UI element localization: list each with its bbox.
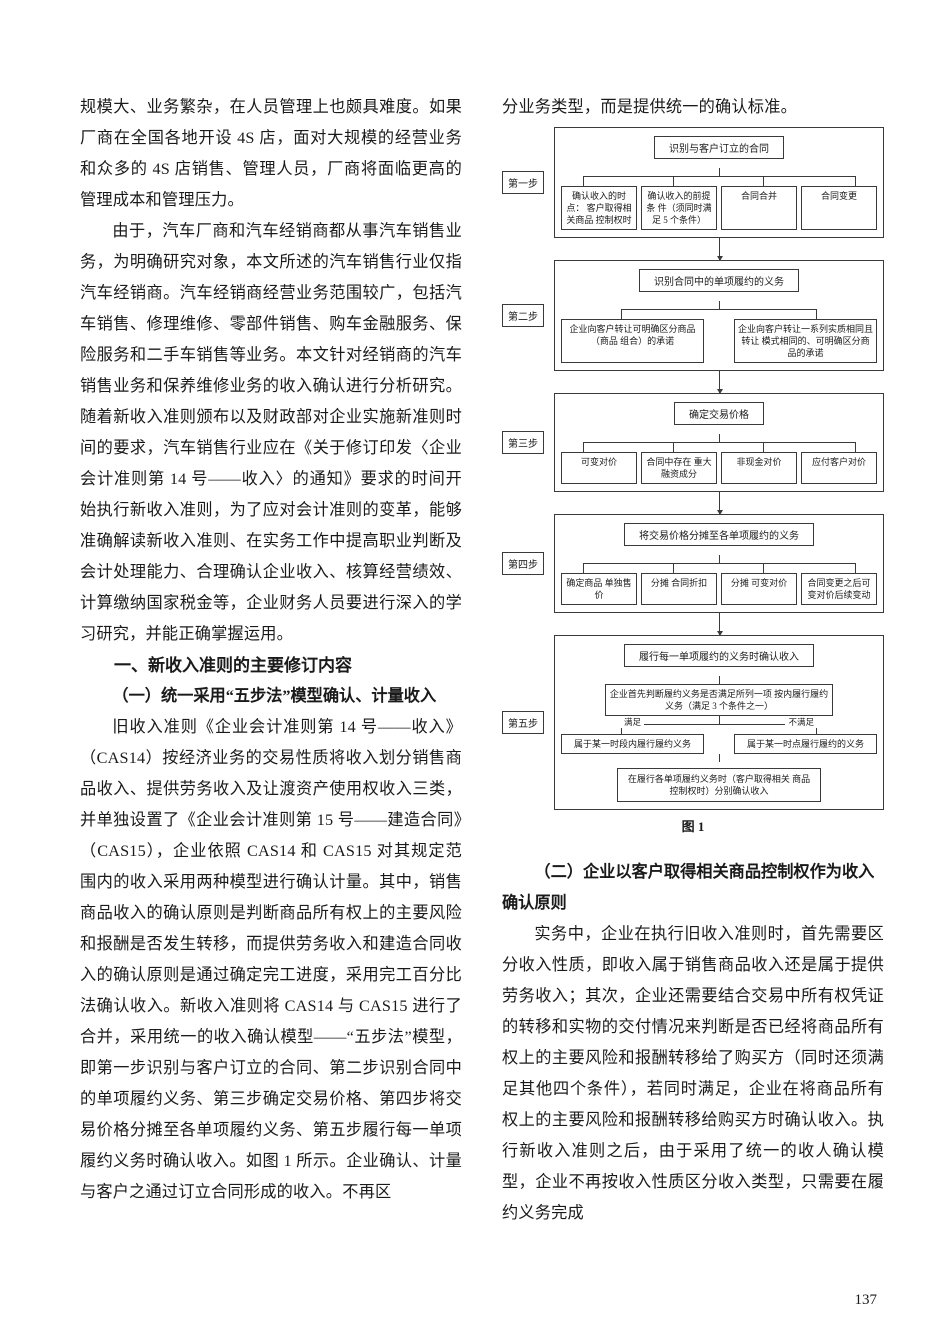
branch-label-left: 满足 [621,716,644,728]
flow-connector [502,238,884,260]
step-body: 确定交易价格 可变对价 合同中存在 重大融资成分 [554,393,884,492]
subsection-heading: （一）统一采用“五步法”模型确认、计量收入 [80,681,462,712]
figure-1-flowchart: 第一步 识别与客户订立的合同 [502,127,884,810]
flow-node: 分摊 合同折扣 [641,573,717,605]
two-column-layout: 规模大、业务繁杂，在人员管理上也颇具难度。如果厂商在全国各地开设 4S 店，面对… [80,92,885,1229]
branch-label-right: 不满足 [785,716,817,728]
flow-node: 应付客户对价 [801,452,877,484]
flow-step-2: 第二步 识别合同中的单项履约的义务 企业向客户转让可明确区分商品（商品 组合）的… [502,260,884,371]
page-number: 137 [855,1292,878,1309]
right-column: 分业务类型，而是提供统一的确认标准。 第一步 识别与客户订立的合同 [502,92,884,1229]
flow-connector [502,371,884,393]
flow-step-5: 第五步 履行每一单项履约的义务时确认收入 企业首先判断履约义务是否满足所列一项 … [502,635,884,810]
flow-step-1: 第一步 识别与客户订立的合同 [502,127,884,238]
body-paragraph: 分业务类型，而是提供统一的确认标准。 [502,92,884,123]
body-paragraph: 实务中，企业在执行旧收入准则时，首先需要区分收入性质，即收入属于销售商品收入还是… [502,919,884,1229]
flow-node: 企业向客户转让可明确区分商品（商品 组合）的承诺 [561,319,704,363]
flow-connector [502,492,884,514]
step-heading: 将交易价格分摊至各单项履约的义务 [561,520,877,549]
step-heading: 识别与客户订立的合同 [561,133,877,162]
step-heading: 确定交易价格 [561,399,877,428]
step-label: 第二步 [502,304,544,327]
flow-node: 属于某一时点履行履约的义务 [734,734,877,754]
step-label-cell: 第一步 [502,127,554,238]
step-label: 第四步 [502,552,544,575]
flow-node: 确认收入的前提条 件（须同时满足 5 个条件） [641,186,717,230]
flow-node: 企业首先判断履约义务是否满足所列一项 按内履行履约义务（满足 3 个条件之一） [605,684,833,716]
body-paragraph: 由于，汽车厂商和汽车经销商都从事汽车销售业务，为明确研究对象，本文所述的汽车销售… [80,216,462,650]
flow-node: 合同合并 [721,186,797,230]
flow-step-4: 第四步 将交易价格分摊至各单项履约的义务 [502,514,884,613]
flowchart: 第一步 识别与客户订立的合同 [502,127,884,810]
page: 规模大、业务繁杂，在人员管理上也颇具难度。如果厂商在全国各地开设 4S 店，面对… [0,0,945,1337]
body-paragraph: 旧收入准则《企业会计准则第 14 号——收入》（CAS14）按经济业务的交易性质… [80,712,462,1208]
flow-step-3: 第三步 确定交易价格 [502,393,884,492]
flow-node: 合同变更之后可 变对价后续变动 [801,573,877,605]
step-body: 识别合同中的单项履约的义务 企业向客户转让可明确区分商品（商品 组合）的承诺 企… [554,260,884,371]
flow-node: 合同中存在 重大融资成分 [641,452,717,484]
subsection-heading: （二）企业以客户取得相关商品控制权作为收入确认原则 [502,857,884,919]
flow-node: 非现金对价 [721,452,797,484]
flow-node: 确定商品 单独售价 [561,573,637,605]
body-paragraph: 规模大、业务繁杂，在人员管理上也颇具难度。如果厂商在全国各地开设 4S 店，面对… [80,92,462,216]
flow-node: 在履行各单项履约义务时（客户取得相关 商品控制权时）分别确认收入 [617,768,821,802]
figure-caption: 图 1 [502,816,884,835]
step-label: 第三步 [502,431,544,454]
section-heading: 一、新收入准则的主要修订内容 [80,650,462,681]
step-body: 将交易价格分摊至各单项履约的义务 确定商品 单独售价 [554,514,884,613]
step-heading: 履行每一单项履约的义务时确认收入 [561,641,877,670]
left-column: 规模大、业务繁杂，在人员管理上也颇具难度。如果厂商在全国各地开设 4S 店，面对… [80,92,462,1229]
step-body: 履行每一单项履约的义务时确认收入 企业首先判断履约义务是否满足所列一项 按内履行… [554,635,884,810]
flow-node: 确认收入的时点： 客户取得相关商品 控制权时 [561,186,637,230]
flow-node: 合同变更 [801,186,877,230]
step-label: 第一步 [502,171,544,194]
flow-node: 企业向客户转让一系列实质相同且转让 模式相同的、可明确区分商品的承诺 [734,319,877,363]
flow-node: 属于某一时段内履行履约义务 [561,734,704,754]
flow-node: 可变对价 [561,452,637,484]
flow-connector [502,613,884,635]
step-heading: 识别合同中的单项履约的义务 [561,266,877,295]
step-label: 第五步 [502,711,544,734]
flow-node: 分摊 可变对价 [721,573,797,605]
step-body: 识别与客户订立的合同 确认收入的时点： 客户取得相关商品 控制权时 [554,127,884,238]
